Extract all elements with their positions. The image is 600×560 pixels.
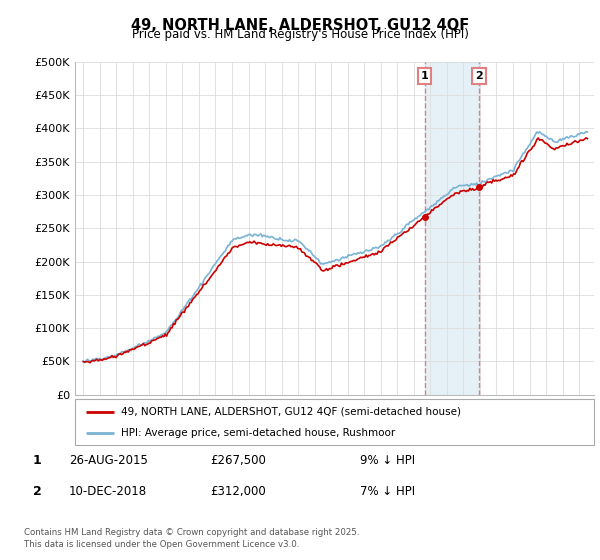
Text: 7% ↓ HPI: 7% ↓ HPI — [360, 485, 415, 498]
Text: £312,000: £312,000 — [210, 485, 266, 498]
Text: This data is licensed under the Open Government Licence v3.0.: This data is licensed under the Open Gov… — [24, 540, 299, 549]
Text: 10-DEC-2018: 10-DEC-2018 — [69, 485, 147, 498]
Text: 9% ↓ HPI: 9% ↓ HPI — [360, 454, 415, 467]
Text: 26-AUG-2015: 26-AUG-2015 — [69, 454, 148, 467]
FancyBboxPatch shape — [75, 399, 594, 445]
Text: 2: 2 — [475, 71, 483, 81]
Text: 1: 1 — [33, 454, 41, 467]
Text: 49, NORTH LANE, ALDERSHOT, GU12 4QF: 49, NORTH LANE, ALDERSHOT, GU12 4QF — [131, 18, 469, 33]
Text: £267,500: £267,500 — [210, 454, 266, 467]
Text: 49, NORTH LANE, ALDERSHOT, GU12 4QF (semi-detached house): 49, NORTH LANE, ALDERSHOT, GU12 4QF (sem… — [121, 407, 461, 417]
Text: HPI: Average price, semi-detached house, Rushmoor: HPI: Average price, semi-detached house,… — [121, 428, 395, 438]
Text: Price paid vs. HM Land Registry's House Price Index (HPI): Price paid vs. HM Land Registry's House … — [131, 28, 469, 41]
Text: Contains HM Land Registry data © Crown copyright and database right 2025.: Contains HM Land Registry data © Crown c… — [24, 528, 359, 537]
Bar — [425, 62, 479, 395]
Text: 1: 1 — [421, 71, 428, 81]
Text: 2: 2 — [33, 485, 41, 498]
